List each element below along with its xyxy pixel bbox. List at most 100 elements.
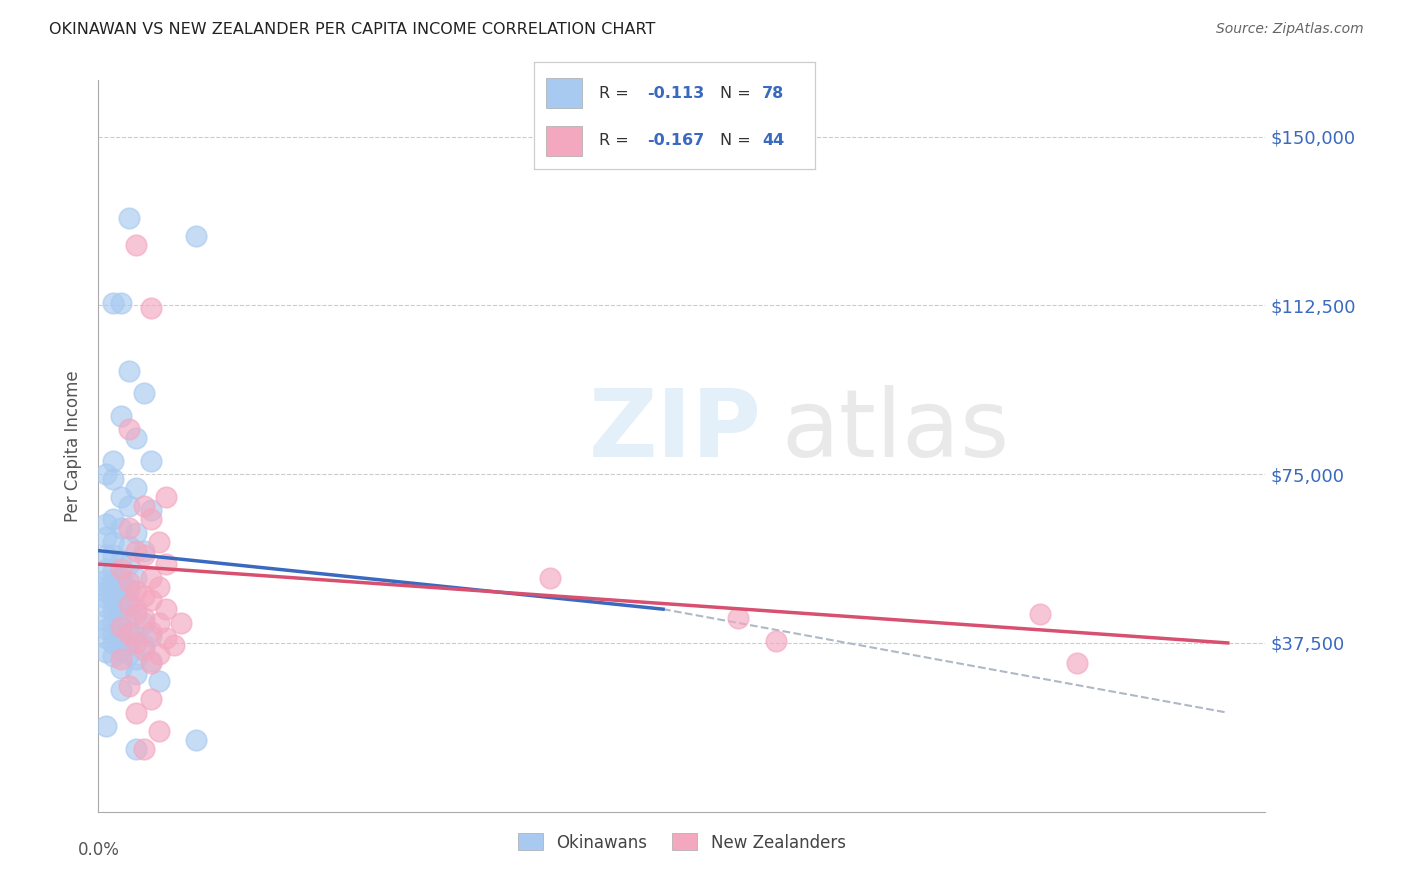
Point — [103, 595, 125, 609]
Text: N =: N = — [720, 133, 756, 148]
Point — [94, 632, 117, 646]
Point — [110, 296, 132, 310]
Point — [110, 586, 132, 600]
Point — [117, 598, 139, 612]
Point — [110, 552, 132, 566]
Point — [103, 534, 125, 549]
Point — [132, 543, 155, 558]
Point — [170, 615, 193, 630]
Point — [125, 607, 148, 621]
Point — [103, 580, 125, 594]
Point — [110, 683, 132, 698]
Text: -0.167: -0.167 — [647, 133, 704, 148]
Point — [110, 562, 132, 576]
Point — [132, 642, 155, 657]
Y-axis label: Per Capita Income: Per Capita Income — [65, 370, 83, 522]
Point — [125, 525, 148, 540]
Point — [94, 591, 117, 605]
Point — [94, 562, 117, 576]
Point — [117, 582, 139, 596]
Point — [103, 636, 125, 650]
Point — [94, 584, 117, 599]
Point — [103, 589, 125, 603]
Point — [125, 629, 148, 643]
Point — [148, 674, 170, 689]
Point — [117, 624, 139, 639]
Point — [132, 386, 155, 401]
Point — [117, 608, 139, 623]
Text: OKINAWAN VS NEW ZEALANDER PER CAPITA INCOME CORRELATION CHART: OKINAWAN VS NEW ZEALANDER PER CAPITA INC… — [49, 22, 655, 37]
Point — [110, 620, 132, 634]
Point — [110, 642, 132, 657]
Point — [117, 557, 139, 571]
Point — [94, 580, 117, 594]
Point — [117, 593, 139, 607]
Point — [139, 301, 162, 315]
Text: 44: 44 — [762, 133, 785, 148]
Point — [94, 623, 117, 637]
Point — [132, 499, 155, 513]
Point — [132, 548, 155, 562]
Point — [139, 629, 162, 643]
Point — [103, 604, 125, 618]
Point — [103, 296, 125, 310]
Point — [125, 602, 148, 616]
Point — [125, 431, 148, 445]
Point — [110, 611, 132, 625]
Point — [155, 557, 177, 571]
Point — [132, 638, 155, 652]
Point — [103, 512, 125, 526]
Point — [125, 667, 148, 681]
Point — [117, 499, 139, 513]
Point — [117, 638, 139, 652]
Point — [125, 543, 148, 558]
Point — [117, 521, 139, 535]
Point — [103, 627, 125, 641]
Point — [94, 645, 117, 659]
Point — [110, 651, 132, 665]
Point — [139, 571, 162, 585]
Point — [110, 521, 132, 535]
Point — [139, 654, 162, 668]
Point — [125, 706, 148, 720]
Point — [94, 530, 117, 544]
Point — [103, 564, 125, 578]
Text: R =: R = — [599, 86, 634, 101]
Point — [148, 723, 170, 738]
Point — [117, 647, 139, 661]
Point — [139, 692, 162, 706]
Point — [139, 512, 162, 526]
Point — [148, 615, 170, 630]
Point — [148, 534, 170, 549]
Point — [132, 611, 155, 625]
Point — [94, 467, 117, 482]
Point — [155, 490, 177, 504]
Point — [155, 632, 177, 646]
Point — [110, 409, 132, 423]
Legend: Okinawans, New Zealanders: Okinawans, New Zealanders — [512, 827, 852, 858]
Point — [132, 615, 155, 630]
Point — [103, 615, 125, 630]
Point — [110, 571, 132, 585]
Text: 0.0%: 0.0% — [77, 841, 120, 859]
Point — [110, 598, 132, 612]
FancyBboxPatch shape — [546, 78, 582, 109]
Point — [1028, 607, 1050, 621]
Point — [125, 651, 148, 665]
Point — [765, 633, 787, 648]
Point — [125, 636, 148, 650]
Text: -0.113: -0.113 — [647, 86, 704, 101]
Point — [727, 611, 749, 625]
Text: atlas: atlas — [782, 385, 1010, 477]
Point — [139, 656, 162, 670]
Point — [103, 548, 125, 562]
Point — [110, 620, 132, 634]
Point — [139, 453, 162, 467]
Point — [163, 638, 186, 652]
Point — [110, 633, 132, 648]
Point — [125, 741, 148, 756]
FancyBboxPatch shape — [546, 126, 582, 155]
Point — [110, 661, 132, 675]
Point — [538, 571, 561, 585]
Point — [1066, 656, 1088, 670]
